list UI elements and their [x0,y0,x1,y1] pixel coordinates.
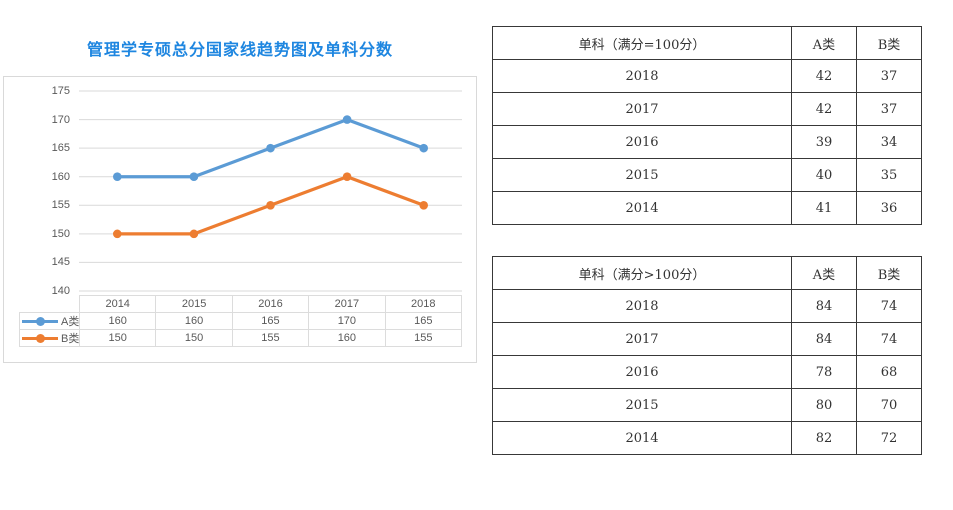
score-b-cell: 74 [856,289,922,323]
legend-cell-b: B类 [19,329,80,347]
table-header-row: 单科（满分=100分） A类 B类 [492,26,922,60]
score-a-cell: 84 [791,289,857,323]
value-cell: 150 [78,329,157,347]
year-cell: 2017 [308,295,386,313]
y-axis-tick-label: 165 [51,142,70,155]
table-row-series-b: B类 150 150 155 160 155 [19,329,463,347]
year-cell: 2014 [492,191,792,225]
y-axis-tick-label: 175 [51,85,70,97]
data-point-marker [266,200,275,210]
table-row: 2017 84 74 [492,322,922,356]
trend-chart-area: 175 170 165 160 155 150 145 140 2014 2015 2016 … [3,76,477,363]
value-cell: 165 [231,312,310,330]
year-cell: 2014 [78,295,157,313]
value-cell: 155 [231,329,310,347]
value-cell: 160 [155,312,233,330]
year-cell: 2014 [492,421,792,455]
y-axis-tick-label: 170 [51,113,70,126]
y-axis-tick-label: 160 [51,170,70,183]
value-cell: 155 [384,329,463,347]
table-corner-blank [20,296,80,313]
year-cell: 2017 [492,322,792,356]
data-point-marker [419,200,429,210]
table-row: 2018 42 37 [492,59,922,93]
series-a-label: A类 [61,316,80,328]
value-cell: 160 [78,312,157,330]
data-point-marker [342,172,352,182]
data-point-marker [266,143,275,153]
col-header-b: B类 [856,26,922,60]
score-a-cell: 84 [791,322,857,356]
table-row-years: 2014 2015 2016 2017 2018 [20,295,463,313]
table-row: 2015 80 70 [492,388,922,422]
series-b-label: B类 [61,333,80,345]
score-b-cell: 35 [856,158,922,192]
year-cell: 2016 [492,125,792,159]
chart-title: 管理学专硕总分国家线趋势图及单科分数 [86,42,393,59]
table-row-series-a: A类 160 160 165 170 165 [19,312,463,330]
score-table-over100: 单科（满分>100分） A类 B类 2018 84 74 2017 84 74 … [492,256,922,455]
value-cell: 160 [308,329,386,347]
year-cell: 2018 [384,295,463,313]
score-a-cell: 42 [791,59,857,93]
year-cell: 2016 [231,295,310,313]
value-cell: 170 [308,312,386,330]
data-point-marker [342,115,352,124]
table-header-row: 单科（满分>100分） A类 B类 [492,256,922,290]
data-point-marker [113,172,122,182]
col-header-a: A类 [791,256,857,290]
data-point-marker [113,229,122,239]
data-point-marker [189,229,199,239]
table-row: 2015 40 35 [492,158,922,192]
table-title: 单科（满分>100分） [492,256,792,290]
score-table-max100: 单科（满分=100分） A类 B类 2018 42 37 2017 42 37 … [492,26,922,225]
series-b-legend-icon [22,333,58,343]
score-b-cell: 70 [856,388,922,422]
table-row: 2016 78 68 [492,355,922,389]
table-title: 单科（满分=100分） [492,26,792,60]
score-b-cell: 37 [856,92,922,126]
col-header-a: A类 [791,26,857,60]
y-axis-tick-label: 150 [51,227,70,240]
legend-cell-a: A类 [19,312,80,330]
score-b-cell: 72 [856,421,922,455]
year-cell: 2017 [492,92,792,126]
y-axis-tick-label: 140 [51,285,70,297]
score-b-cell: 68 [856,355,922,389]
score-a-cell: 78 [791,355,857,389]
year-cell: 2015 [155,295,233,313]
score-a-cell: 41 [791,191,857,225]
data-point-marker [189,172,199,182]
score-b-cell: 74 [856,322,922,356]
y-axis-tick-label: 155 [51,199,70,212]
data-point-marker [419,143,429,153]
value-cell: 150 [155,329,233,347]
score-b-cell: 37 [856,59,922,93]
table-row: 2016 39 34 [492,125,922,159]
chart-data-table: 2014 2015 2016 2017 2018 A类 160 160 165 … [19,295,463,347]
score-a-cell: 39 [791,125,857,159]
score-b-cell: 36 [856,191,922,225]
value-cell: 165 [384,312,463,330]
y-axis-tick-label: 145 [51,256,70,269]
col-header-b: B类 [856,256,922,290]
year-cell: 2015 [492,158,792,192]
score-b-cell: 34 [856,125,922,159]
score-a-cell: 40 [791,158,857,192]
year-cell: 2016 [492,355,792,389]
series-a-legend-icon [22,316,58,326]
table-row: 2018 84 74 [492,289,922,323]
score-a-cell: 80 [791,388,857,422]
score-a-cell: 42 [791,92,857,126]
table-row: 2014 41 36 [492,191,922,225]
score-a-cell: 82 [791,421,857,455]
table-row: 2017 42 37 [492,92,922,126]
year-cell: 2018 [492,59,792,93]
table-row: 2014 82 72 [492,421,922,455]
year-cell: 2018 [492,289,792,323]
year-cell: 2015 [492,388,792,422]
line-chart-plot [79,90,462,292]
